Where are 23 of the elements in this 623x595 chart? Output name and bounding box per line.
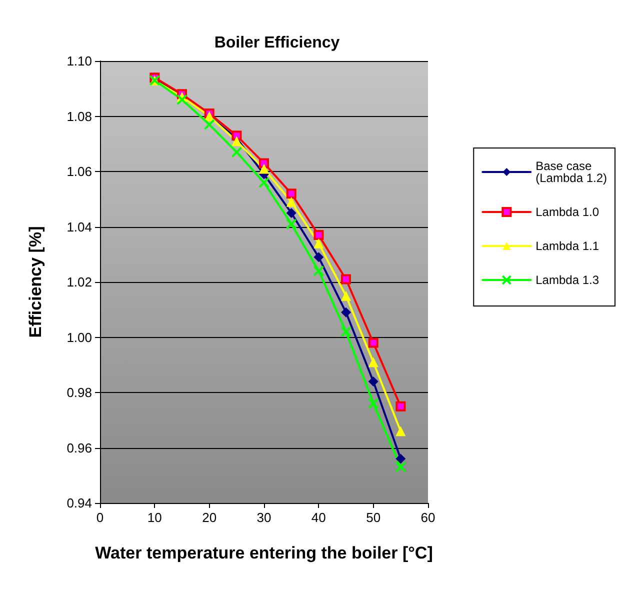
- y-tick-label: 0.98: [66, 385, 92, 400]
- y-tick-label: 1.08: [66, 108, 92, 124]
- legend-label: Lambda 1.1: [536, 239, 600, 253]
- x-tick-label: 20: [202, 510, 217, 525]
- y-tick-label: 1.04: [66, 219, 92, 234]
- x-tick-label: 40: [311, 510, 326, 525]
- y-tick-label: 1.00: [66, 330, 92, 345]
- legend-label: Base case (Lambda 1.2): [536, 159, 608, 185]
- x-tick-label: 50: [366, 510, 381, 525]
- y-tick-label: 0.96: [66, 440, 92, 456]
- x-tick-label: 0: [96, 510, 104, 525]
- x-tick-label: 30: [256, 510, 272, 525]
- x-tick-label: 10: [147, 510, 162, 525]
- y-tick-label: 1.10: [66, 54, 92, 68]
- y-tick-label: 1.06: [66, 164, 92, 179]
- chart-title: Boiler Efficiency: [214, 34, 340, 52]
- y-axis-title: Efficiency [%]: [26, 226, 45, 338]
- x-tick-label: 60: [420, 510, 436, 525]
- y-tick-label: 1.02: [66, 274, 92, 290]
- legend-label: Lambda 1.0: [536, 205, 600, 219]
- y-tick-label: 0.94: [66, 496, 92, 510]
- x-axis-title: Water temperature entering the boiler [°C]: [95, 544, 433, 562]
- legend-label: Lambda 1.3: [536, 273, 600, 287]
